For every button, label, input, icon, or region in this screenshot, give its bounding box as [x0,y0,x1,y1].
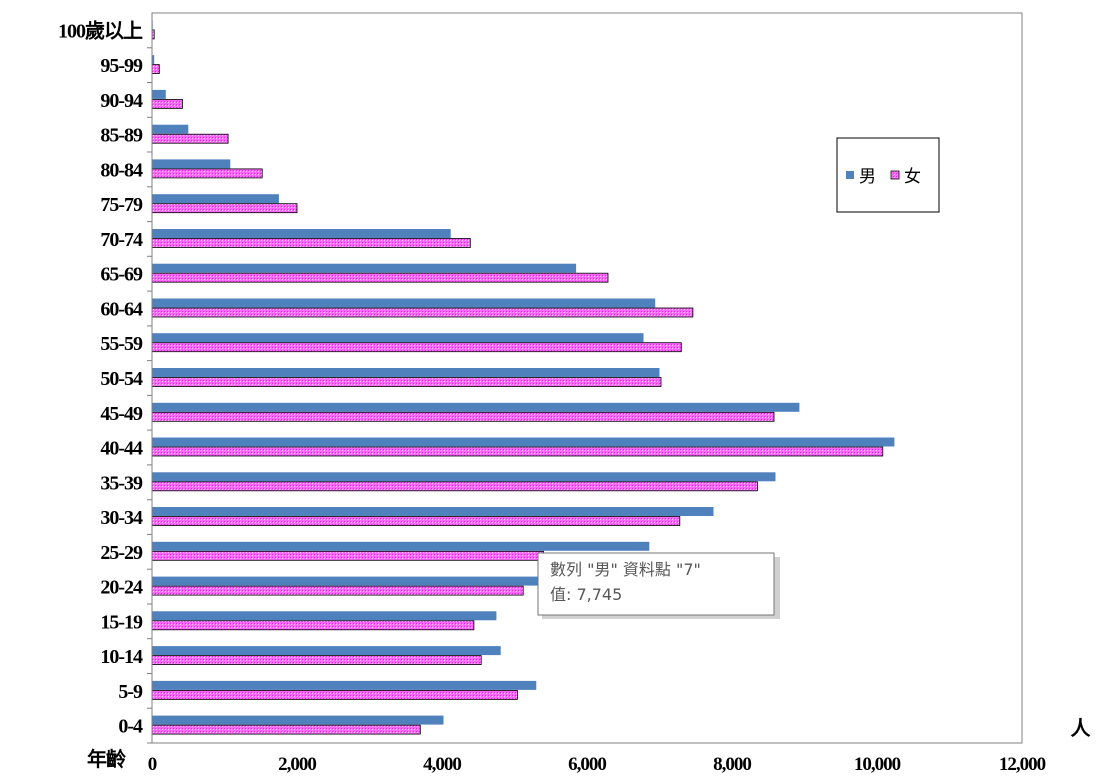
legend-swatch-male [846,171,854,179]
category-label: 25-29 [100,542,143,564]
category-label: 55-59 [100,333,143,355]
x-axis-title: 人 [1071,717,1092,740]
bar-male-20-24[interactable] [152,576,544,586]
bar-male-10-14[interactable] [152,646,501,656]
bar-female-5-9[interactable] [151,690,518,700]
bar-female-55-59[interactable] [151,342,682,353]
tooltip-line1: 數列 "男" 資料點 "7" [550,560,701,579]
bar-female-35-39[interactable] [151,481,758,492]
bar-male-50-54[interactable] [152,368,660,377]
x-tick-label: 12,000 [999,754,1046,775]
bar-male-30-34[interactable] [152,507,714,516]
legend-swatch-female [890,170,900,180]
bar-male-90-94[interactable] [152,89,166,99]
bar-female-45-49[interactable] [151,411,775,422]
category-label: 40-44 [100,438,143,460]
bar-male-55-59[interactable] [152,333,644,343]
category-label: 75-79 [100,194,143,216]
bar-male-40-44[interactable] [152,437,895,447]
x-tick-label: 10,000 [854,754,901,775]
x-tick-label: 4,000 [423,754,461,775]
x-tick-label: 8,000 [713,754,751,775]
bar-male-70-74[interactable] [152,229,451,238]
x-tick-label: 2,000 [278,754,316,775]
bar-female-25-29[interactable] [151,550,544,561]
category-label: 10-14 [100,646,143,668]
bar-male-0-4[interactable] [152,715,444,725]
category-label: 50-54 [100,368,143,390]
category-label: 30-34 [100,507,143,529]
legend: 男 女 [836,137,940,213]
bar-male-5-9[interactable] [152,680,537,690]
category-label: 35-39 [100,472,143,494]
bar-female-65-69[interactable] [151,272,609,283]
bar-male-60-64[interactable] [152,298,656,308]
tooltip-box [537,552,775,616]
bar-female-70-74[interactable] [151,238,471,248]
category-label: 70-74 [100,229,143,251]
x-tick-label: 6,000 [568,754,606,775]
bar-male-65-69[interactable] [152,263,577,273]
tooltip-line2: 值: 7,745 [550,585,622,604]
bar-female-30-34[interactable] [151,516,681,526]
category-label: 65-69 [100,264,143,286]
legend-label-male: 男 [859,167,876,187]
bar-female-10-14[interactable] [151,655,482,665]
category-label: 15-19 [100,611,143,633]
bar-male-95-99[interactable] [152,55,155,65]
bar-male-80-84[interactable] [152,159,231,169]
bar-female-75-79[interactable] [151,203,298,214]
bar-male-75-79[interactable] [152,194,279,204]
bar-male-45-49[interactable] [152,402,800,412]
tooltip: 數列 "男" 資料點 "7" 值: 7,745 [537,552,780,619]
legend-label-female: 女 [904,167,921,187]
bar-female-0-4[interactable] [151,724,421,735]
bar-female-85-89[interactable] [151,133,229,144]
category-label: 95-99 [100,55,143,77]
x-tick-label: 0 [148,754,157,775]
category-label: 100歲以上 [58,18,143,42]
bar-female-40-44[interactable] [151,446,884,457]
bar-female-60-64[interactable] [151,307,694,318]
y-axis-title: 年齡 [87,747,126,771]
bar-male-15-19[interactable] [152,611,497,621]
bar-female-15-19[interactable] [151,620,475,631]
category-label: 0-4 [118,716,143,738]
bar-female-90-94[interactable] [151,99,183,109]
bar-female-95-99[interactable] [151,64,160,74]
bar-female-50-54[interactable] [151,377,662,387]
category-label: 80-84 [100,159,143,181]
category-label: 45-49 [100,403,143,425]
category-label: 90-94 [100,90,143,112]
bar-male-35-39[interactable] [152,472,776,482]
category-label: 5-9 [118,681,143,703]
bar-male-85-89[interactable] [152,124,189,134]
bar-female-80-84[interactable] [151,168,263,179]
category-label: 20-24 [100,577,143,599]
bar-female-20-24[interactable] [151,585,524,596]
category-label: 85-89 [100,125,143,147]
bar-male-25-29[interactable] [152,541,650,551]
category-label: 60-64 [100,299,143,321]
